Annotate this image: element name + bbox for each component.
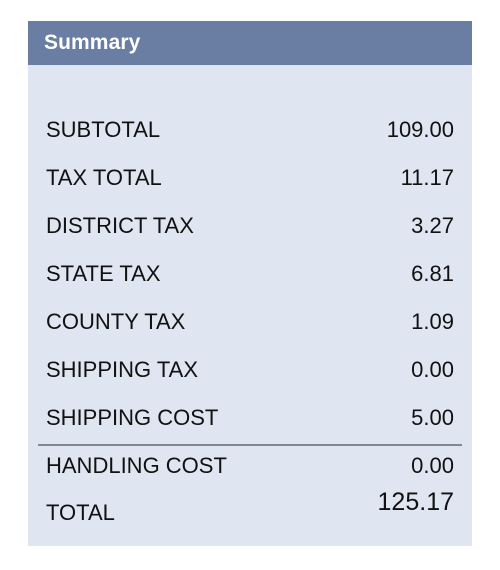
summary-row-shipping-cost: SHIPPING COST 5.00: [46, 403, 454, 433]
shipping-tax-value: 0.00: [411, 357, 454, 382]
state-tax-value: 6.81: [411, 261, 454, 286]
summary-row-handling-cost: HANDLING COST 0.00: [46, 451, 454, 481]
handling-cost-value: 0.00: [411, 453, 454, 478]
county-tax-label: COUNTY TAX: [46, 309, 186, 334]
total-value: 125.17: [377, 488, 454, 516]
handling-cost-label: HANDLING COST: [46, 453, 227, 478]
district-tax-value: 3.27: [411, 213, 454, 238]
summary-row-subtotal: SUBTOTAL 109.00: [46, 115, 454, 145]
summary-row-state-tax: STATE TAX 6.81: [46, 259, 454, 289]
summary-row-district-tax: DISTRICT TAX 3.27: [46, 211, 454, 241]
summary-panel: Summary SUBTOTAL 109.00 TAX TOTAL 11.17 …: [28, 21, 472, 546]
subtotal-label: SUBTOTAL: [46, 117, 161, 142]
county-tax-value: 1.09: [411, 309, 454, 334]
summary-row-shipping-tax: SHIPPING TAX 0.00: [46, 355, 454, 385]
shipping-cost-value: 5.00: [411, 405, 454, 430]
tax-total-value: 11.17: [400, 165, 454, 190]
summary-row-tax-total: TAX TOTAL 11.17: [46, 163, 454, 193]
total-divider: [38, 444, 462, 446]
state-tax-label: STATE TAX: [46, 261, 161, 286]
summary-header: Summary: [28, 21, 472, 65]
subtotal-value: 109.00: [386, 117, 454, 142]
summary-title: Summary: [44, 31, 141, 54]
shipping-tax-label: SHIPPING TAX: [46, 357, 199, 382]
summary-row-county-tax: COUNTY TAX 1.09: [46, 307, 454, 337]
district-tax-label: DISTRICT TAX: [46, 213, 194, 238]
total-label: TOTAL: [46, 500, 115, 525]
tax-total-label: TAX TOTAL: [46, 165, 162, 190]
shipping-cost-label: SHIPPING COST: [46, 405, 219, 430]
